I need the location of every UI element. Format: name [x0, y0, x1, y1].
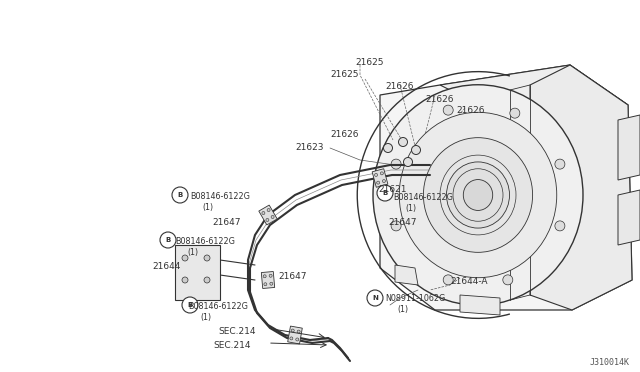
Bar	[259, 205, 277, 225]
Ellipse shape	[463, 180, 493, 211]
Text: B08146-6122G: B08146-6122G	[393, 193, 453, 202]
Text: 21621: 21621	[378, 185, 406, 194]
Ellipse shape	[266, 218, 269, 221]
Ellipse shape	[270, 282, 273, 285]
Text: N08911-1062G: N08911-1062G	[385, 294, 445, 303]
Text: 21647: 21647	[212, 218, 241, 227]
Ellipse shape	[262, 212, 265, 215]
Text: (1): (1)	[202, 203, 213, 212]
Ellipse shape	[204, 277, 210, 283]
Ellipse shape	[412, 145, 420, 154]
Ellipse shape	[391, 159, 401, 169]
Ellipse shape	[263, 275, 266, 278]
Text: B: B	[382, 190, 388, 196]
Ellipse shape	[182, 277, 188, 283]
Text: 21644-A: 21644-A	[450, 277, 488, 286]
Text: B: B	[177, 192, 182, 198]
Bar	[372, 169, 388, 187]
Ellipse shape	[380, 172, 383, 175]
Ellipse shape	[376, 181, 380, 184]
Ellipse shape	[383, 180, 385, 183]
Text: (1): (1)	[405, 204, 416, 213]
Ellipse shape	[291, 329, 294, 332]
Ellipse shape	[182, 297, 198, 313]
Text: B: B	[165, 237, 171, 243]
Ellipse shape	[182, 255, 188, 261]
Ellipse shape	[447, 162, 509, 228]
Text: SEC.214: SEC.214	[213, 341, 250, 350]
Polygon shape	[395, 265, 418, 285]
Text: 21647: 21647	[278, 272, 307, 281]
Ellipse shape	[555, 159, 565, 169]
Ellipse shape	[204, 255, 210, 261]
Text: 21626: 21626	[456, 106, 484, 115]
Text: B08146-6122G: B08146-6122G	[188, 302, 248, 311]
Ellipse shape	[510, 108, 520, 118]
Text: J310014K: J310014K	[590, 358, 630, 367]
Ellipse shape	[399, 112, 557, 278]
Ellipse shape	[443, 105, 453, 115]
Text: 21644: 21644	[152, 262, 180, 271]
Text: 21625: 21625	[330, 70, 358, 79]
Text: 21625: 21625	[355, 58, 383, 67]
Polygon shape	[380, 65, 632, 310]
Polygon shape	[618, 190, 640, 245]
Bar	[288, 326, 302, 344]
Bar	[261, 272, 275, 289]
Ellipse shape	[264, 283, 267, 286]
Ellipse shape	[271, 215, 274, 218]
Text: (1): (1)	[397, 305, 408, 314]
Ellipse shape	[160, 232, 176, 248]
Ellipse shape	[503, 275, 513, 285]
Ellipse shape	[367, 290, 383, 306]
Text: B08146-6122G: B08146-6122G	[190, 192, 250, 201]
Text: B: B	[188, 302, 193, 308]
Text: (1): (1)	[200, 313, 211, 322]
Ellipse shape	[269, 274, 272, 277]
Ellipse shape	[399, 138, 408, 147]
Ellipse shape	[267, 209, 270, 212]
Ellipse shape	[374, 173, 378, 176]
Polygon shape	[530, 65, 632, 310]
Text: 21626: 21626	[385, 82, 413, 91]
Ellipse shape	[403, 157, 413, 167]
Ellipse shape	[373, 85, 583, 305]
Bar	[175, 245, 220, 300]
Ellipse shape	[383, 144, 392, 153]
Text: (1): (1)	[187, 248, 198, 257]
Text: N: N	[372, 295, 378, 301]
Ellipse shape	[290, 337, 293, 340]
Text: 21626: 21626	[425, 95, 454, 104]
Ellipse shape	[377, 185, 393, 201]
Ellipse shape	[172, 187, 188, 203]
Text: 21647: 21647	[388, 218, 417, 227]
Text: SEC.214: SEC.214	[218, 327, 255, 336]
Text: B08146-6122G: B08146-6122G	[175, 237, 235, 246]
Ellipse shape	[443, 275, 453, 285]
Text: 21626: 21626	[330, 130, 358, 139]
Polygon shape	[618, 115, 640, 180]
Ellipse shape	[555, 221, 565, 231]
Polygon shape	[460, 295, 500, 315]
Ellipse shape	[297, 330, 300, 333]
Ellipse shape	[391, 221, 401, 231]
Text: 21623: 21623	[295, 143, 323, 152]
Ellipse shape	[424, 138, 532, 252]
Polygon shape	[440, 65, 628, 120]
Ellipse shape	[296, 338, 299, 341]
